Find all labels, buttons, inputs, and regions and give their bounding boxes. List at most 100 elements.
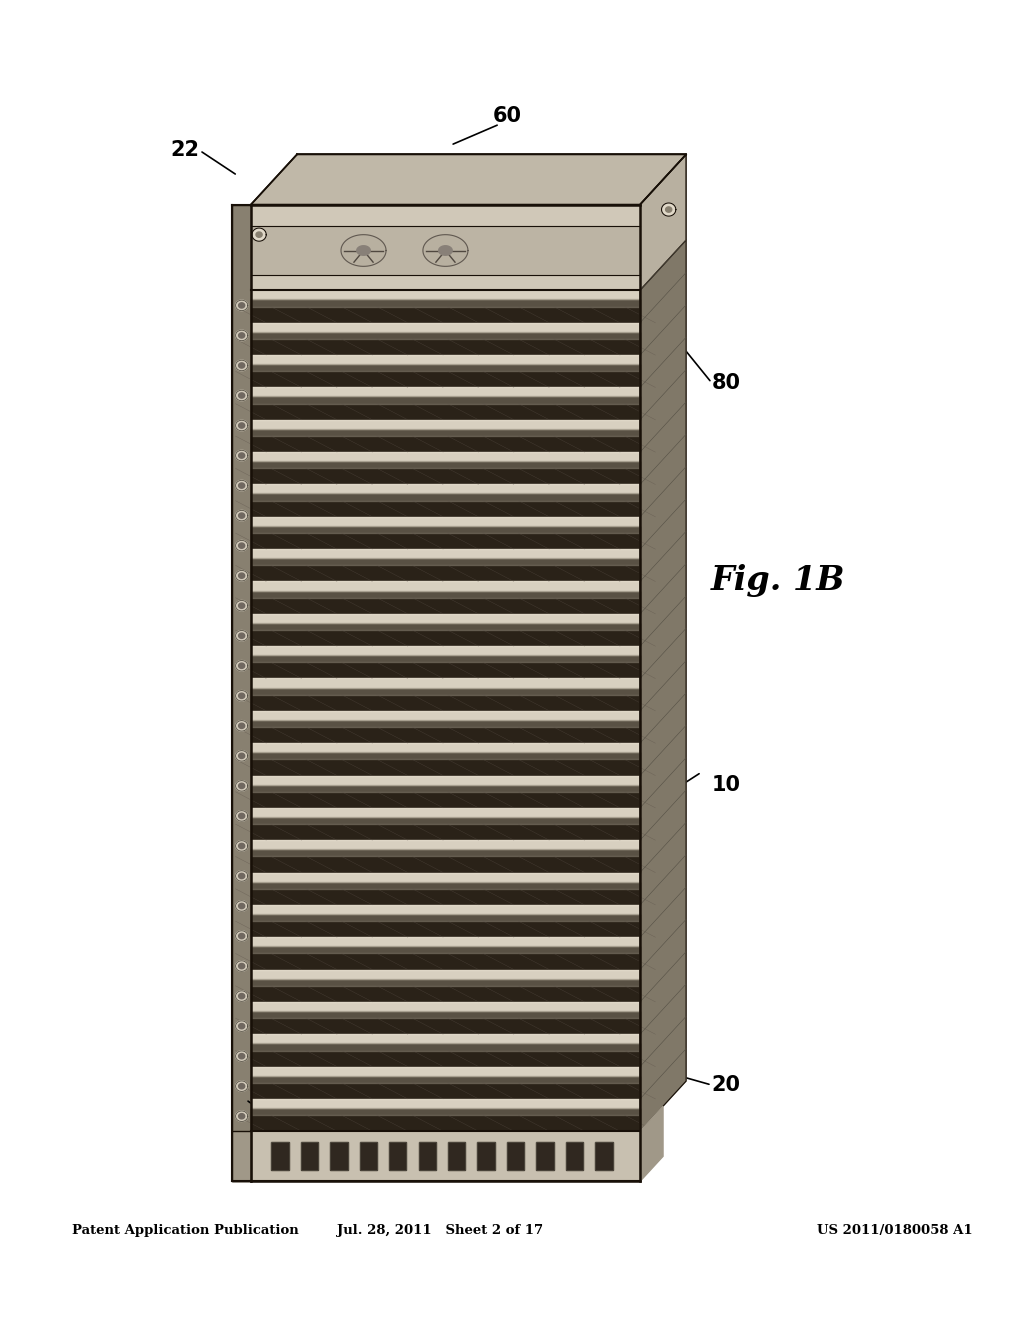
Polygon shape — [251, 396, 640, 404]
Polygon shape — [251, 678, 640, 688]
Polygon shape — [251, 906, 640, 913]
Polygon shape — [236, 871, 248, 882]
Polygon shape — [251, 913, 640, 921]
Polygon shape — [236, 780, 248, 791]
Polygon shape — [251, 581, 640, 590]
Polygon shape — [236, 841, 248, 851]
Polygon shape — [239, 453, 245, 458]
Polygon shape — [236, 420, 248, 430]
Polygon shape — [251, 355, 640, 364]
Polygon shape — [251, 776, 640, 784]
Polygon shape — [251, 451, 640, 461]
Polygon shape — [236, 690, 248, 701]
Polygon shape — [239, 663, 245, 668]
Text: 80: 80 — [712, 372, 740, 393]
Polygon shape — [251, 558, 640, 565]
Polygon shape — [251, 688, 640, 694]
Polygon shape — [239, 333, 245, 338]
Polygon shape — [256, 232, 262, 238]
Polygon shape — [251, 710, 640, 719]
Polygon shape — [239, 543, 245, 548]
Polygon shape — [236, 540, 248, 550]
Polygon shape — [252, 228, 266, 242]
Polygon shape — [330, 1142, 347, 1170]
Polygon shape — [251, 946, 640, 953]
Polygon shape — [251, 719, 640, 727]
Polygon shape — [239, 422, 245, 428]
Polygon shape — [239, 634, 245, 639]
Polygon shape — [236, 570, 248, 581]
Polygon shape — [251, 525, 640, 533]
Polygon shape — [239, 302, 245, 308]
Polygon shape — [537, 1142, 554, 1170]
Polygon shape — [251, 655, 640, 663]
Polygon shape — [236, 931, 248, 941]
Polygon shape — [239, 693, 245, 698]
Polygon shape — [356, 246, 371, 255]
Polygon shape — [239, 994, 245, 999]
Polygon shape — [239, 513, 245, 519]
Polygon shape — [251, 226, 640, 275]
Polygon shape — [251, 323, 640, 331]
Polygon shape — [232, 205, 251, 1181]
Polygon shape — [236, 810, 248, 821]
Polygon shape — [271, 1142, 289, 1170]
Polygon shape — [239, 933, 245, 939]
Polygon shape — [251, 978, 640, 986]
Text: 22: 22 — [171, 140, 200, 161]
Polygon shape — [239, 363, 245, 368]
Text: 10: 10 — [712, 775, 740, 796]
Polygon shape — [236, 330, 248, 341]
Polygon shape — [251, 331, 640, 339]
Polygon shape — [251, 1011, 640, 1018]
Polygon shape — [239, 393, 245, 399]
Polygon shape — [251, 817, 640, 824]
Polygon shape — [389, 1142, 407, 1170]
Polygon shape — [640, 240, 686, 1131]
Text: Fig. 1B: Fig. 1B — [711, 565, 846, 597]
Polygon shape — [236, 961, 248, 972]
Polygon shape — [236, 360, 248, 371]
Text: 60: 60 — [493, 106, 521, 127]
Text: Jul. 28, 2011   Sheet 2 of 17: Jul. 28, 2011 Sheet 2 of 17 — [337, 1224, 544, 1237]
Polygon shape — [251, 614, 640, 623]
Polygon shape — [666, 207, 672, 213]
Polygon shape — [477, 1142, 495, 1170]
Polygon shape — [239, 754, 245, 759]
Polygon shape — [251, 300, 640, 306]
Polygon shape — [236, 391, 248, 401]
Polygon shape — [251, 647, 640, 655]
Polygon shape — [251, 484, 640, 494]
Text: US 2011/0180058 A1: US 2011/0180058 A1 — [817, 1224, 973, 1237]
Polygon shape — [341, 235, 386, 267]
Text: 30: 30 — [288, 1144, 316, 1166]
Polygon shape — [251, 752, 640, 759]
Polygon shape — [449, 1142, 465, 1170]
Polygon shape — [251, 1107, 640, 1115]
Polygon shape — [251, 461, 640, 469]
Polygon shape — [251, 290, 640, 300]
Polygon shape — [251, 1035, 640, 1043]
Polygon shape — [251, 808, 640, 817]
Polygon shape — [251, 882, 640, 888]
Polygon shape — [236, 1111, 248, 1122]
Polygon shape — [251, 494, 640, 500]
Polygon shape — [251, 516, 640, 525]
Polygon shape — [595, 1142, 612, 1170]
Polygon shape — [251, 549, 640, 558]
Polygon shape — [251, 1076, 640, 1082]
Polygon shape — [239, 964, 245, 969]
Polygon shape — [251, 841, 640, 849]
Polygon shape — [239, 813, 245, 818]
Polygon shape — [236, 1051, 248, 1061]
Polygon shape — [251, 290, 640, 1131]
Polygon shape — [565, 1142, 583, 1170]
Polygon shape — [239, 903, 245, 908]
Polygon shape — [236, 601, 248, 611]
Polygon shape — [301, 1142, 318, 1170]
Polygon shape — [251, 873, 640, 882]
Polygon shape — [251, 154, 686, 205]
Polygon shape — [236, 900, 248, 911]
Polygon shape — [251, 743, 640, 752]
Polygon shape — [251, 623, 640, 630]
